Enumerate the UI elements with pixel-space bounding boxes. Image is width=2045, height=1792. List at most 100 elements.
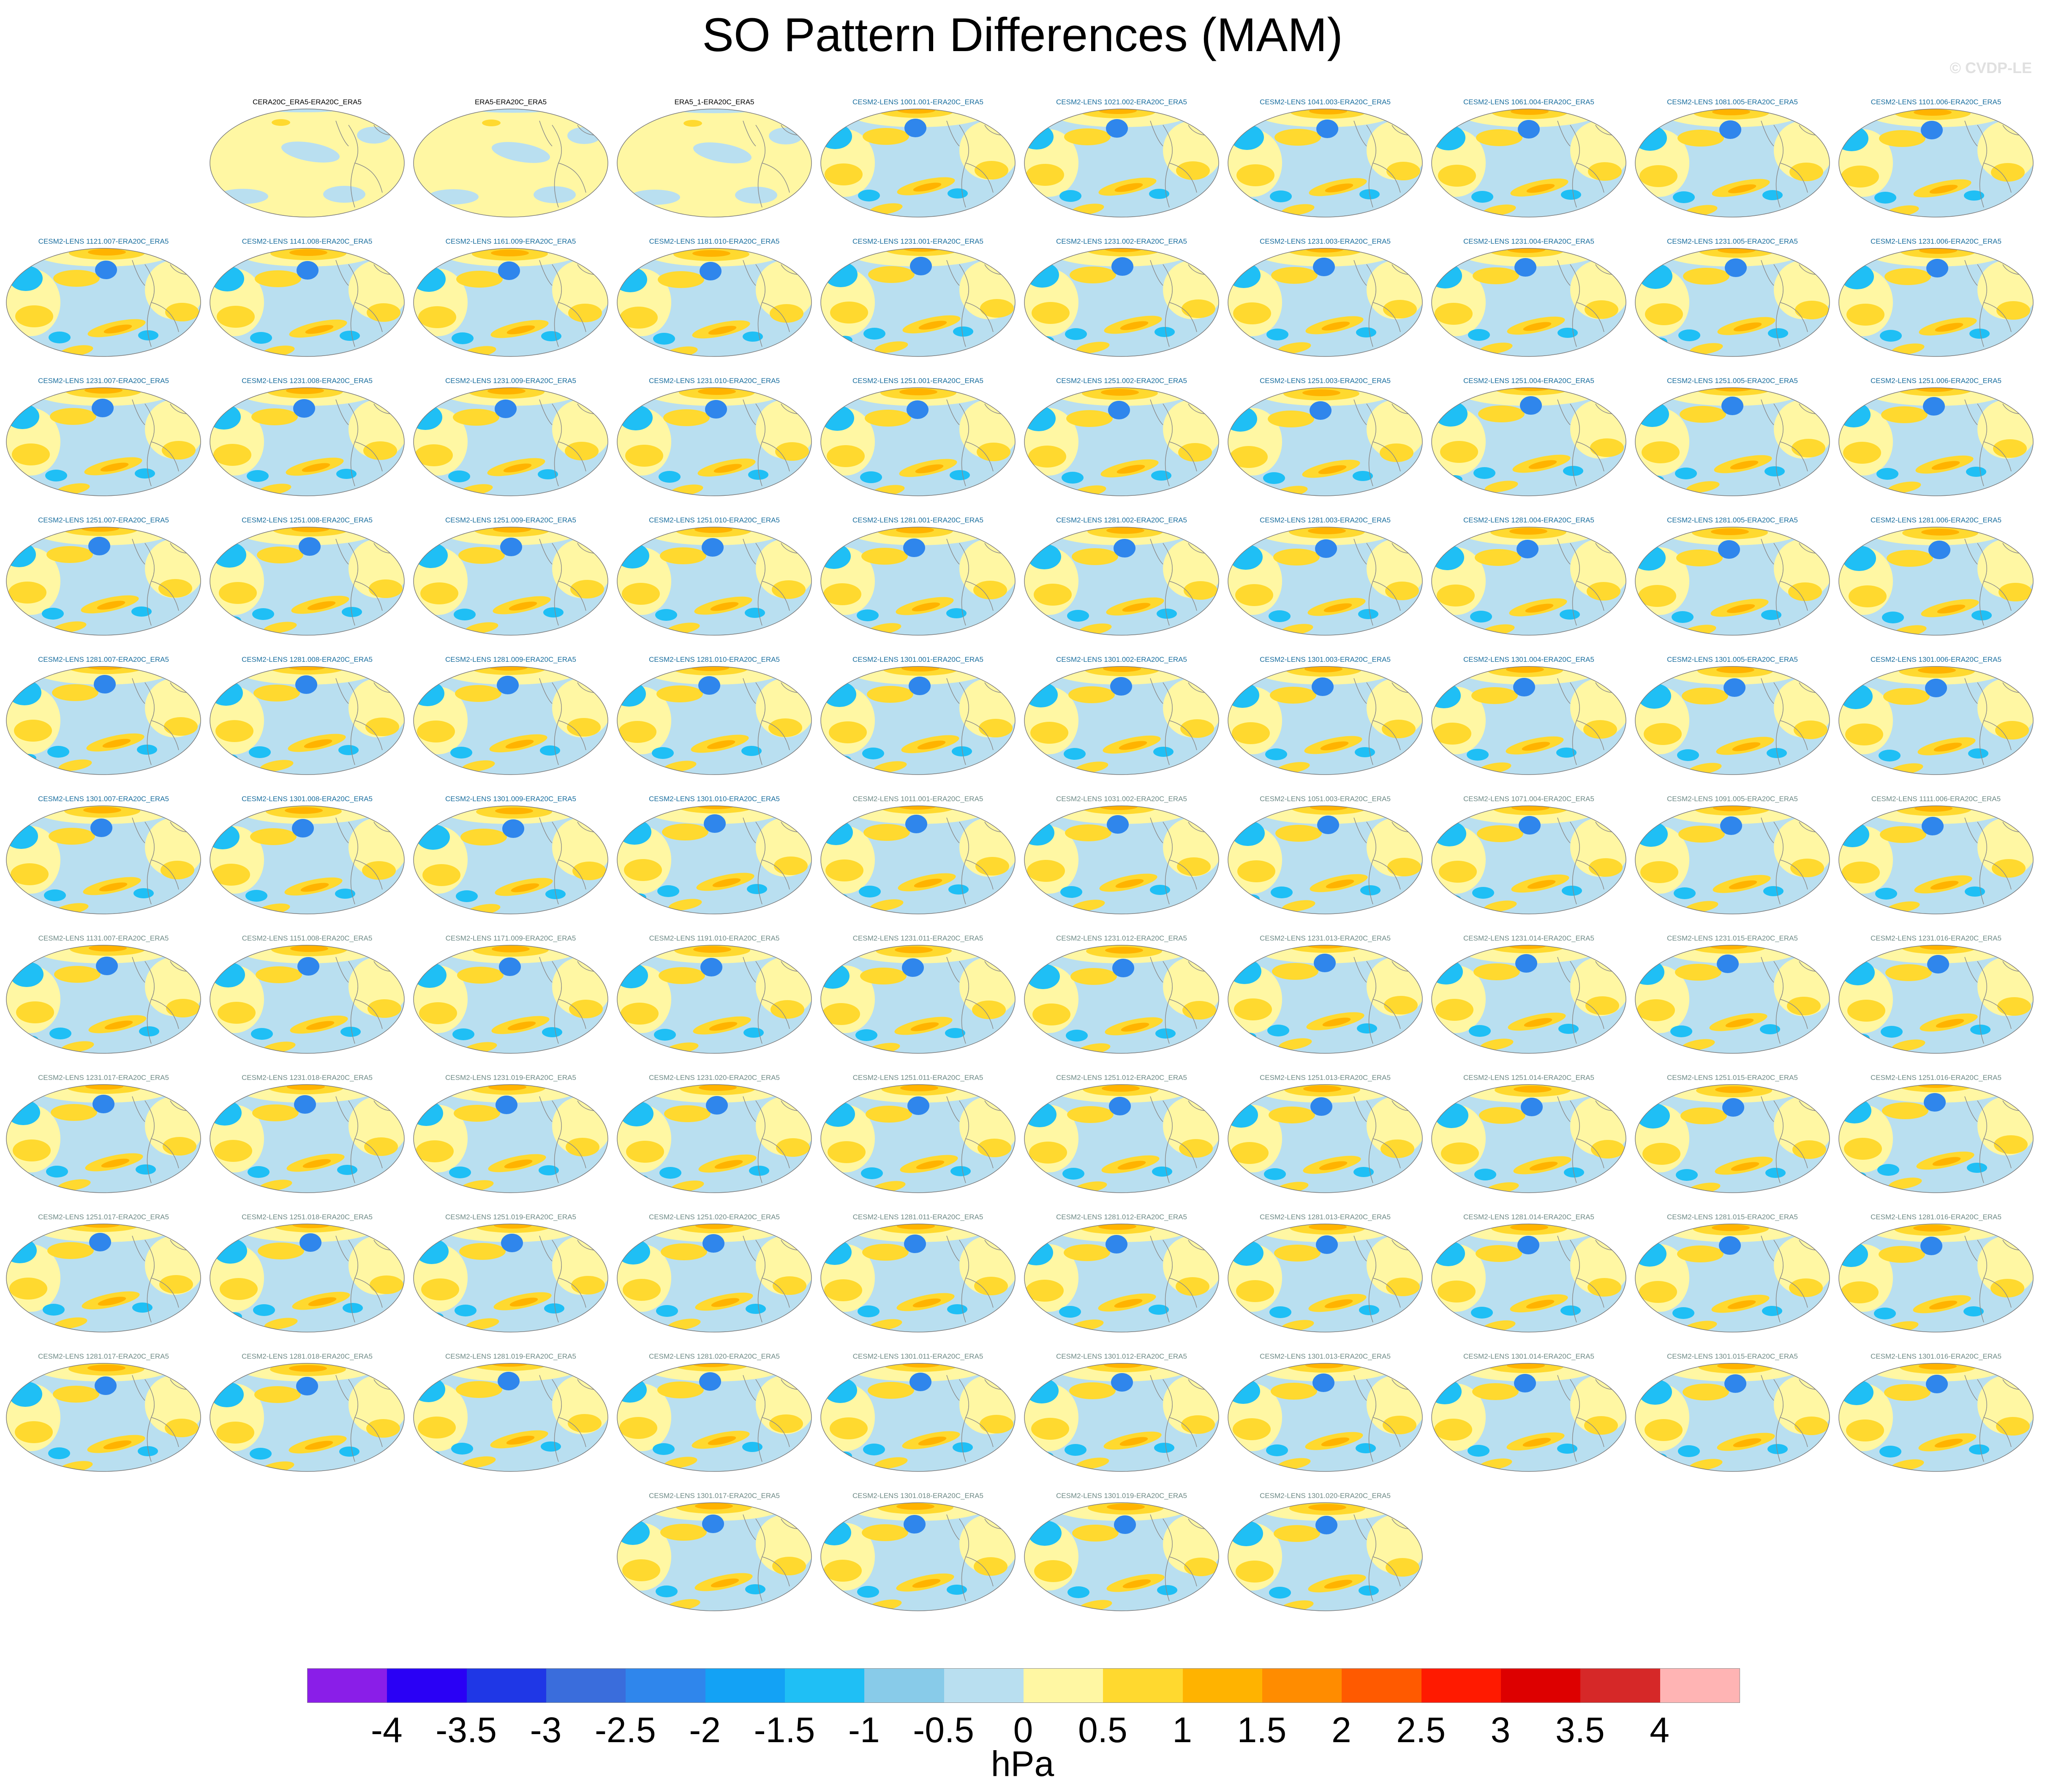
world-map	[413, 1363, 608, 1472]
world-map	[1838, 527, 2034, 636]
map-panel: CESM2-LENS 1171.009-ERA20C_ERA5	[411, 934, 610, 1061]
map-panel-title: CESM2-LENS 1231.004-ERA20C_ERA5	[1463, 237, 1594, 245]
colorbar-box	[1262, 1669, 1342, 1702]
colorbar-label: 0	[1013, 1710, 1033, 1750]
world-map	[820, 805, 1016, 914]
world-map	[6, 945, 201, 1054]
world-map	[1431, 1363, 1626, 1472]
map-panel: CESM2-LENS 1021.002-ERA20C_ERA5	[1022, 98, 1221, 225]
world-map	[1228, 1084, 1423, 1193]
map-panel-title: CESM2-LENS 1251.015-ERA20C_ERA5	[1667, 1074, 1798, 1082]
colorbar-box	[1500, 1669, 1581, 1702]
world-map	[1228, 1363, 1423, 1472]
map-panel-title: CESM2-LENS 1251.016-ERA20C_ERA5	[1871, 1074, 2001, 1082]
world-map	[1228, 666, 1423, 775]
map-panel-title: CESM2-LENS 1171.009-ERA20C_ERA5	[445, 934, 576, 942]
world-map	[210, 1084, 405, 1193]
map-panel: CESM2-LENS 1301.005-ERA20C_ERA5	[1633, 655, 1832, 782]
map-panel: CESM2-LENS 1231.013-ERA20C_ERA5	[1226, 934, 1424, 1061]
map-panel: CESM2-LENS 1281.005-ERA20C_ERA5	[1633, 516, 1832, 643]
colorbar-box	[944, 1669, 1024, 1702]
map-panel: CESM2-LENS 1251.012-ERA20C_ERA5	[1022, 1074, 1221, 1200]
map-panel-title: CESM2-LENS 1301.016-ERA20C_ERA5	[1871, 1352, 2001, 1360]
map-panel: CESM2-LENS 1111.006-ERA20C_ERA5	[1837, 795, 2035, 922]
map-panel: CESM2-LENS 1281.008-ERA20C_ERA5	[208, 655, 406, 782]
map-panel-title: CESM2-LENS 1281.001-ERA20C_ERA5	[852, 516, 983, 524]
map-panel: CESM2-LENS 1301.018-ERA20C_ERA5	[819, 1492, 1017, 1618]
map-panel-title: CESM2-LENS 1281.005-ERA20C_ERA5	[1667, 516, 1798, 524]
map-panel: CESM2-LENS 1121.007-ERA20C_ERA5	[4, 237, 203, 364]
world-map	[820, 1224, 1016, 1332]
map-panel: CESM2-LENS 1161.009-ERA20C_ERA5	[411, 237, 610, 364]
map-panel-title: CESM2-LENS 1301.018-ERA20C_ERA5	[852, 1492, 983, 1500]
world-map	[210, 666, 405, 775]
map-panel-title: CESM2-LENS 1001.001-ERA20C_ERA5	[852, 98, 983, 106]
watermark: © CVDP-LE	[1950, 59, 2032, 76]
world-map	[1024, 805, 1219, 914]
map-panel-title: CESM2-LENS 1251.014-ERA20C_ERA5	[1463, 1074, 1594, 1082]
map-panel: ERA5-ERA20C_ERA5	[411, 98, 610, 225]
world-map	[210, 248, 405, 357]
world-map	[6, 387, 201, 496]
map-panel-title: CESM2-LENS 1301.020-ERA20C_ERA5	[1260, 1492, 1391, 1500]
map-panel-title: CESM2-LENS 1231.009-ERA20C_ERA5	[445, 377, 576, 385]
map-panel-title: CESM2-LENS 1281.013-ERA20C_ERA5	[1260, 1213, 1391, 1221]
world-map	[413, 1224, 608, 1332]
map-panel: CESM2-LENS 1301.010-ERA20C_ERA5	[615, 795, 814, 922]
world-map	[1228, 1224, 1423, 1332]
map-panel-title: CESM2-LENS 1281.018-ERA20C_ERA5	[242, 1352, 373, 1360]
world-map	[1838, 805, 2034, 914]
map-panel: CESM2-LENS 1061.004-ERA20C_ERA5	[1430, 98, 1628, 225]
world-map	[413, 248, 608, 357]
map-panel: CESM2-LENS 1101.006-ERA20C_ERA5	[1837, 98, 2035, 225]
colorbar-label: 2	[1331, 1710, 1351, 1750]
world-map	[617, 527, 812, 636]
world-map	[1838, 666, 2034, 775]
map-panel: CESM2-LENS 1231.004-ERA20C_ERA5	[1430, 237, 1628, 364]
map-panel-title: CESM2-LENS 1281.003-ERA20C_ERA5	[1260, 516, 1391, 524]
map-panel-title: CESM2-LENS 1031.002-ERA20C_ERA5	[1056, 795, 1187, 803]
map-panel-title: CESM2-LENS 1021.002-ERA20C_ERA5	[1056, 98, 1187, 106]
world-map	[210, 387, 405, 496]
map-panel: CESM2-LENS 1231.019-ERA20C_ERA5	[411, 1074, 610, 1200]
map-panel: CESM2-LENS 1281.006-ERA20C_ERA5	[1837, 516, 2035, 643]
map-panel: CESM2-LENS 1251.006-ERA20C_ERA5	[1837, 377, 2035, 503]
map-panel: CESM2-LENS 1251.001-ERA20C_ERA5	[819, 377, 1017, 503]
world-map	[413, 109, 608, 218]
map-panel: CESM2-LENS 1231.016-ERA20C_ERA5	[1837, 934, 2035, 1061]
colorbar-label: -0.5	[913, 1710, 975, 1750]
map-panel-title: CESM2-LENS 1251.011-ERA20C_ERA5	[852, 1074, 983, 1082]
map-panel-title: CESM2-LENS 1231.011-ERA20C_ERA5	[852, 934, 983, 942]
world-map	[1228, 805, 1423, 914]
map-panel: CESM2-LENS 1181.010-ERA20C_ERA5	[615, 237, 814, 364]
colorbar-box	[1342, 1669, 1421, 1702]
map-panel-title: CESM2-LENS 1091.005-ERA20C_ERA5	[1667, 795, 1798, 803]
page-title: SO Pattern Differences (MAM)	[702, 8, 1343, 61]
world-map	[1635, 527, 1830, 636]
map-panel: CESM2-LENS 1251.020-ERA20C_ERA5	[615, 1213, 814, 1340]
map-panel-title: CESM2-LENS 1231.008-ERA20C_ERA5	[242, 377, 373, 385]
map-panel-title: CESM2-LENS 1051.003-ERA20C_ERA5	[1260, 795, 1391, 803]
colorbar-box	[1421, 1669, 1501, 1702]
map-panel-title: CESM2-LENS 1231.002-ERA20C_ERA5	[1056, 237, 1187, 245]
map-panel: CESM2-LENS 1301.020-ERA20C_ERA5	[1226, 1492, 1424, 1618]
map-panel: CESM2-LENS 1031.002-ERA20C_ERA5	[1022, 795, 1221, 922]
world-map	[413, 666, 608, 775]
map-panel-title: CESM2-LENS 1251.010-ERA20C_ERA5	[649, 516, 780, 524]
map-panel: CESM2-LENS 1231.017-ERA20C_ERA5	[4, 1074, 203, 1200]
world-map	[6, 666, 201, 775]
world-map	[1024, 1363, 1219, 1472]
map-panel: CESM2-LENS 1251.014-ERA20C_ERA5	[1430, 1074, 1628, 1200]
map-panel: CESM2-LENS 1281.012-ERA20C_ERA5	[1022, 1213, 1221, 1340]
map-panel: CESM2-LENS 1231.006-ERA20C_ERA5	[1837, 237, 2035, 364]
map-panel-title: CESM2-LENS 1281.019-ERA20C_ERA5	[445, 1352, 576, 1360]
map-panel: CESM2-LENS 1251.017-ERA20C_ERA5	[4, 1213, 203, 1340]
colorbar-labels: -4 -3.5 -3 -2.5 -2 -1.5 -1 -0.5 0 0.5 1 1.5 2 2.5 3 3.5…	[307, 1710, 1739, 1752]
world-map	[210, 805, 405, 914]
world-map	[6, 248, 201, 357]
map-panel: CESM2-LENS 1251.016-ERA20C_ERA5	[1837, 1074, 2035, 1200]
world-map	[6, 527, 201, 636]
map-panel: CESM2-LENS 1231.003-ERA20C_ERA5	[1226, 237, 1424, 364]
map-panel: CESM2-LENS 1301.017-ERA20C_ERA5	[615, 1492, 814, 1618]
colorbar-label: -2.5	[594, 1710, 656, 1750]
